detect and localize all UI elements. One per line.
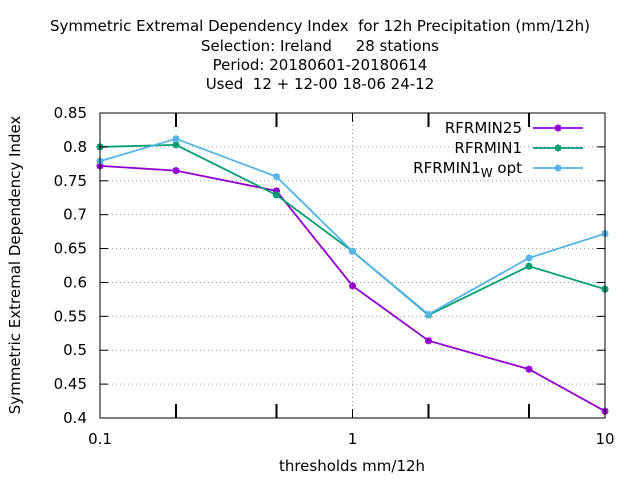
legend-marker (554, 124, 562, 132)
legend-marker (554, 144, 562, 152)
title-line-2: Selection: Ireland 28 stations (201, 37, 439, 55)
title-line-4: Used 12 + 12-00 18-06 24-12 (205, 75, 435, 93)
y-tick-label: 0.55 (54, 307, 87, 325)
y-tick-label: 0.45 (54, 375, 87, 393)
data-point (172, 141, 180, 149)
title-line-1: Symmetric Extremal Dependency Index for … (50, 17, 590, 35)
data-point (172, 167, 180, 175)
legend-label: RFRMIN1W opt (413, 159, 522, 180)
y-tick-label: 0.5 (63, 341, 87, 359)
y-tick-label: 0.75 (54, 172, 87, 190)
y-tick-label: 0.85 (54, 104, 87, 122)
data-point (349, 247, 356, 255)
data-point (172, 135, 180, 143)
x-tick-label: 0.1 (88, 430, 112, 448)
legend-label: RFRMIN1 (454, 139, 522, 157)
data-point (525, 254, 533, 262)
y-tick-label: 0.6 (63, 273, 87, 291)
x-tick-label: 1 (348, 430, 358, 448)
x-tick-label: 10 (595, 430, 614, 448)
data-point (425, 310, 433, 318)
x-axis-label: thresholds mm/12h (279, 457, 425, 475)
y-tick-label: 0.65 (54, 240, 87, 258)
y-tick-label: 0.7 (63, 206, 87, 224)
y-tick-label: 0.8 (63, 138, 87, 156)
data-point (349, 282, 356, 290)
data-point (425, 337, 433, 345)
data-point (272, 173, 280, 181)
data-point (272, 191, 280, 199)
data-point (525, 262, 533, 270)
title-line-3: Period: 20180601-20180614 (212, 56, 428, 74)
data-point (525, 365, 533, 373)
legend-label: RFRMIN25 (445, 119, 522, 137)
legend: RFRMIN25 RFRMIN1 RFRMIN1W opt (413, 119, 583, 180)
y-axis-label: Symmetric Extremal Dependency Index (6, 116, 24, 415)
y-tick-label: 0.4 (63, 409, 87, 427)
legend-marker (554, 164, 562, 172)
axis-layer: 0.4 0.45 0.5 0.55 0.6 0.65 0.7 0.75 0.8 0.85 0.1 1 1… (54, 104, 615, 448)
